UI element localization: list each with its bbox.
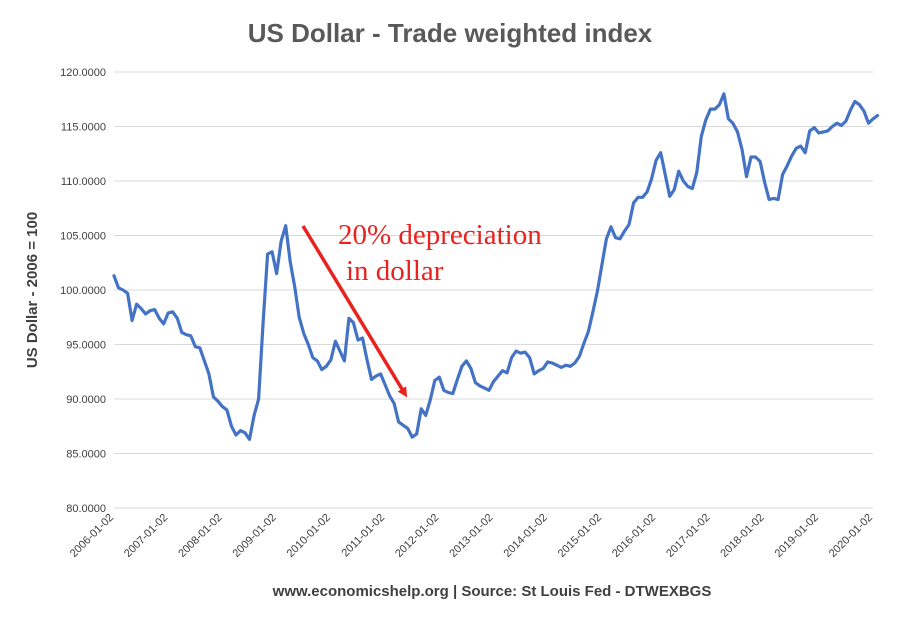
x-tick-label: 2010-01-02: [285, 512, 333, 560]
x-tick-label: 2014-01-02: [502, 512, 550, 560]
annotation-arrow: [301, 225, 408, 398]
x-axis-title: www.economicshelp.org | Source: St Louis…: [272, 583, 712, 600]
x-tick-label: 2013-01-02: [447, 512, 495, 560]
annotation-line-1: 20% depreciation: [338, 219, 542, 251]
y-axis-title: US Dollar - 2006 = 100: [24, 212, 41, 368]
x-tick-label: 2012-01-02: [393, 512, 441, 560]
y-tick-label: 90.0000: [66, 394, 106, 406]
y-axis-ticks: 80.0000 85.0000 90.0000 95.0000 100.0000 105.…: [60, 67, 106, 515]
y-tick-label: 110.0000: [61, 176, 106, 188]
y-tick-label: 100.0000: [60, 285, 106, 297]
y-tick-label: 85.0000: [66, 449, 106, 461]
x-tick-label: 2011-01-02: [339, 512, 387, 560]
x-tick-label: 2009-01-02: [230, 512, 278, 560]
grid-layer: [114, 71, 873, 509]
y-tick-label: 80.0000: [66, 503, 106, 515]
x-tick-label: 2006-01-02: [68, 512, 116, 560]
x-tick-label: 2015-01-02: [556, 512, 604, 560]
y-tick-label: 115.0000: [61, 122, 106, 134]
x-tick-label: 2008-01-02: [176, 512, 224, 560]
x-tick-label: 2017-01-02: [664, 512, 712, 560]
x-tick-label: 2019-01-02: [773, 512, 821, 560]
x-tick-label: 2018-01-02: [718, 512, 766, 560]
chart-title: US Dollar - Trade weighted index: [247, 18, 653, 48]
series-line-usd-index: [112, 92, 880, 441]
y-tick-label: 95.0000: [66, 340, 106, 352]
y-tick-label: 105.0000: [60, 231, 106, 243]
x-axis-ticks: 2006-01-02 2007-01-02 2008-01-02 2009-01-02…: [68, 512, 875, 560]
annotation-line-2: in dollar: [346, 255, 444, 287]
x-tick-label: 2016-01-02: [610, 512, 658, 560]
x-tick-label: 2007-01-02: [122, 512, 170, 560]
x-tick-label: 2020-01-02: [827, 512, 875, 560]
y-tick-label: 120.0000: [60, 67, 106, 79]
